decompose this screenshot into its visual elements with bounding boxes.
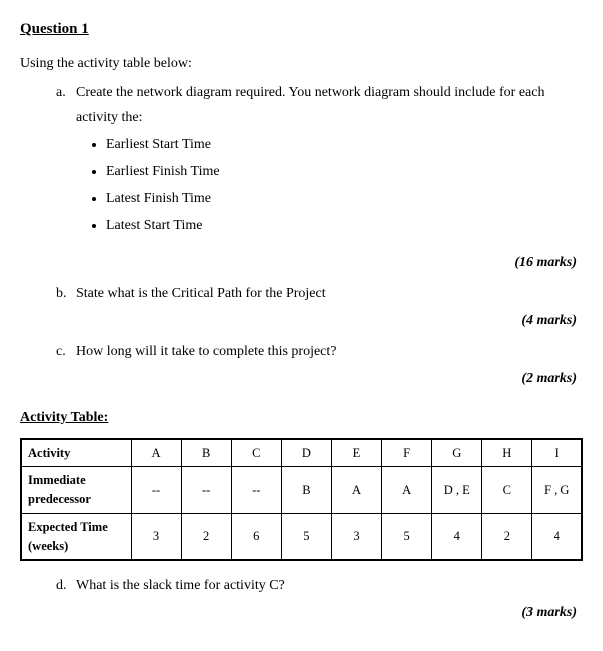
part-a-marks: (16 marks): [20, 252, 583, 273]
part-c-marks: (2 marks): [20, 368, 583, 389]
table-row: Immediate predecessor -- -- -- B A A D ,…: [21, 467, 582, 514]
cell-exp-a: 3: [131, 513, 181, 560]
cell-exp-e: 3: [331, 513, 381, 560]
cell-activity-a: A: [131, 439, 181, 467]
bullet-lft: Latest Finish Time: [106, 188, 583, 209]
bullet-lst: Latest Start Time: [106, 215, 583, 236]
part-a-text-line1: Create the network diagram required. You…: [76, 82, 583, 103]
part-d-text: What is the slack time for activity C?: [76, 575, 583, 596]
part-a-text-line2: activity the:: [76, 107, 583, 128]
table-row: Activity A B C D E F G H I: [21, 439, 582, 467]
cell-activity-b: B: [181, 439, 231, 467]
part-b-text: State what is the Critical Path for the …: [76, 283, 583, 304]
cell-pred-c: --: [231, 467, 281, 514]
cell-pred-g: D , E: [432, 467, 482, 514]
activity-table-title: Activity Table:: [20, 407, 583, 428]
cell-activity-e: E: [331, 439, 381, 467]
cell-activity-i: I: [532, 439, 582, 467]
intro-text: Using the activity table below:: [20, 53, 583, 74]
cell-exp-b: 2: [181, 513, 231, 560]
part-c-text: How long will it take to complete this p…: [76, 341, 583, 362]
row-header-activity: Activity: [21, 439, 131, 467]
cell-exp-i: 4: [532, 513, 582, 560]
row-header-expected: Expected Time (weeks): [21, 513, 131, 560]
cell-exp-f: 5: [382, 513, 432, 560]
part-a-bullets: Earliest Start Time Earliest Finish Time…: [76, 134, 583, 236]
part-b-marker: b.: [56, 283, 76, 304]
cell-exp-c: 6: [231, 513, 281, 560]
cell-pred-d: B: [281, 467, 331, 514]
bullet-eft: Earliest Finish Time: [106, 161, 583, 182]
bullet-est: Earliest Start Time: [106, 134, 583, 155]
part-a-marker: a.: [56, 82, 76, 246]
cell-pred-f: A: [382, 467, 432, 514]
cell-activity-c: C: [231, 439, 281, 467]
part-c: c. How long will it take to complete thi…: [20, 341, 583, 362]
part-d-marker: d.: [56, 575, 76, 596]
part-d-marks: (3 marks): [20, 602, 583, 623]
part-b-marks: (4 marks): [20, 310, 583, 331]
cell-exp-d: 5: [281, 513, 331, 560]
cell-activity-d: D: [281, 439, 331, 467]
activity-table: Activity A B C D E F G H I Immediate pre…: [20, 438, 583, 562]
question-title: Question 1: [20, 18, 583, 41]
cell-pred-i: F , G: [532, 467, 582, 514]
part-d: d. What is the slack time for activity C…: [20, 575, 583, 596]
cell-activity-f: F: [382, 439, 432, 467]
cell-pred-h: C: [482, 467, 532, 514]
cell-pred-e: A: [331, 467, 381, 514]
cell-exp-h: 2: [482, 513, 532, 560]
cell-pred-b: --: [181, 467, 231, 514]
cell-exp-g: 4: [432, 513, 482, 560]
table-row: Expected Time (weeks) 3 2 6 5 3 5 4 2 4: [21, 513, 582, 560]
cell-activity-g: G: [432, 439, 482, 467]
cell-pred-a: --: [131, 467, 181, 514]
part-c-marker: c.: [56, 341, 76, 362]
row-header-predecessor: Immediate predecessor: [21, 467, 131, 514]
cell-activity-h: H: [482, 439, 532, 467]
part-a: a. Create the network diagram required. …: [20, 82, 583, 246]
part-b: b. State what is the Critical Path for t…: [20, 283, 583, 304]
